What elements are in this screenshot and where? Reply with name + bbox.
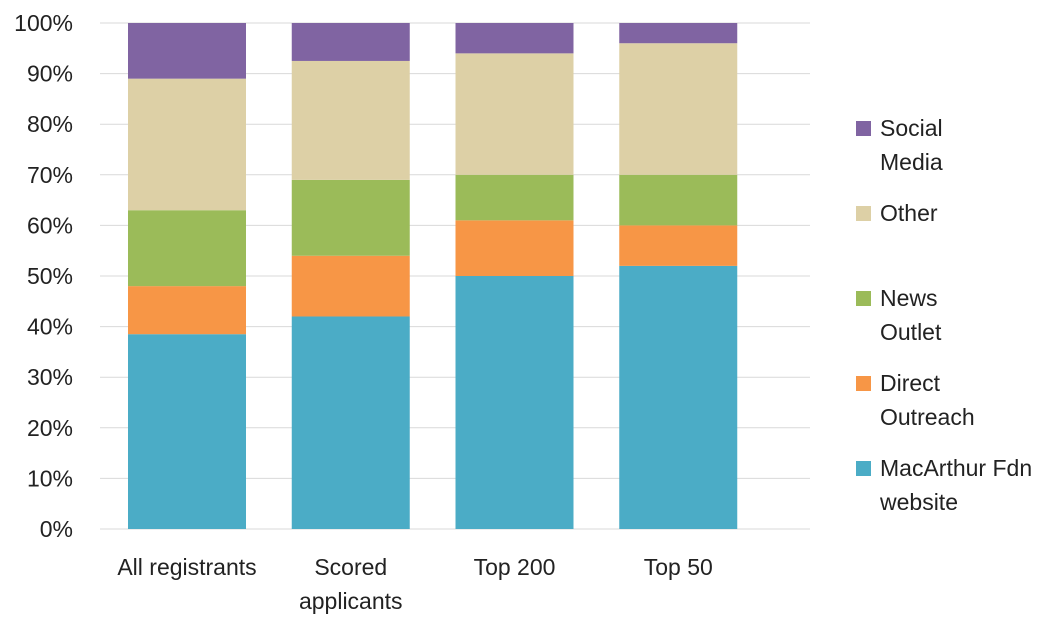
bar-segment [455, 174, 574, 221]
bar-segment [128, 334, 246, 529]
legend-swatch [856, 376, 871, 391]
bar-stacks [128, 23, 738, 529]
bar-segment [291, 60, 410, 180]
bar-segment [619, 23, 738, 44]
y-axis-tick-labels: 0% 10% 20% 30% 40% 50% 60% 70% 80% 90% 100% [14, 10, 73, 542]
legend-label: News Outlet [880, 285, 942, 345]
bar-segment [619, 225, 738, 266]
legend-label: Other [880, 200, 938, 226]
legend-entry: Direct Outreach [856, 370, 975, 430]
legend-swatch [856, 121, 871, 136]
y-tick-label: 80% [27, 111, 73, 137]
bar-segment [291, 255, 410, 317]
bar-segment [128, 78, 246, 211]
bar-segment [619, 43, 738, 175]
y-tick-label: 0% [40, 516, 73, 542]
x-axis-tick-labels: All registrants Scored applicants Top 200 To… [117, 554, 712, 614]
bar-segment [455, 276, 574, 529]
legend-entry: Other [856, 200, 938, 226]
y-tick-label: 60% [27, 212, 73, 238]
bar-segment [619, 265, 738, 529]
y-tick-label: 90% [27, 61, 73, 87]
bar-segment [619, 174, 738, 226]
legend-swatch [856, 291, 871, 306]
bar-segment [455, 220, 574, 276]
legend-entry: News Outlet [856, 285, 942, 345]
legend-entry: Social Media [856, 115, 943, 175]
x-tick-label: All registrants [117, 554, 256, 580]
bar-stack [619, 23, 738, 529]
bar-segment [291, 316, 410, 529]
legend-swatch [856, 206, 871, 221]
y-tick-label: 50% [27, 263, 73, 289]
y-tick-label: 20% [27, 415, 73, 441]
legend-label: MacArthur Fdn website [879, 455, 1032, 515]
legend-entry: MacArthur Fdn website [856, 455, 1032, 515]
legend-swatch [856, 461, 871, 476]
bar-segment [291, 23, 410, 61]
bar-segment [455, 53, 574, 175]
bar-segment [291, 179, 410, 256]
y-tick-label: 40% [27, 314, 73, 340]
y-tick-label: 30% [27, 364, 73, 390]
bar-stack [455, 23, 574, 529]
legend-label: Social Media [880, 115, 943, 175]
y-tick-label: 70% [27, 162, 73, 188]
x-tick-label: Scored applicants [299, 554, 403, 614]
legend-label: Direct Outreach [880, 370, 975, 430]
legend: Social Media Other News Outlet Direct Outreach… [856, 115, 1032, 515]
bar-segment [455, 23, 574, 54]
y-tick-label: 100% [14, 10, 73, 36]
y-tick-label: 10% [27, 465, 73, 491]
bar-segment [128, 210, 246, 287]
bar-stack [291, 23, 410, 529]
x-tick-label: Top 200 [474, 554, 556, 580]
bar-segment [128, 286, 246, 335]
x-tick-label: Top 50 [644, 554, 713, 580]
bar-stack [128, 23, 246, 529]
bar-segment [128, 23, 246, 79]
